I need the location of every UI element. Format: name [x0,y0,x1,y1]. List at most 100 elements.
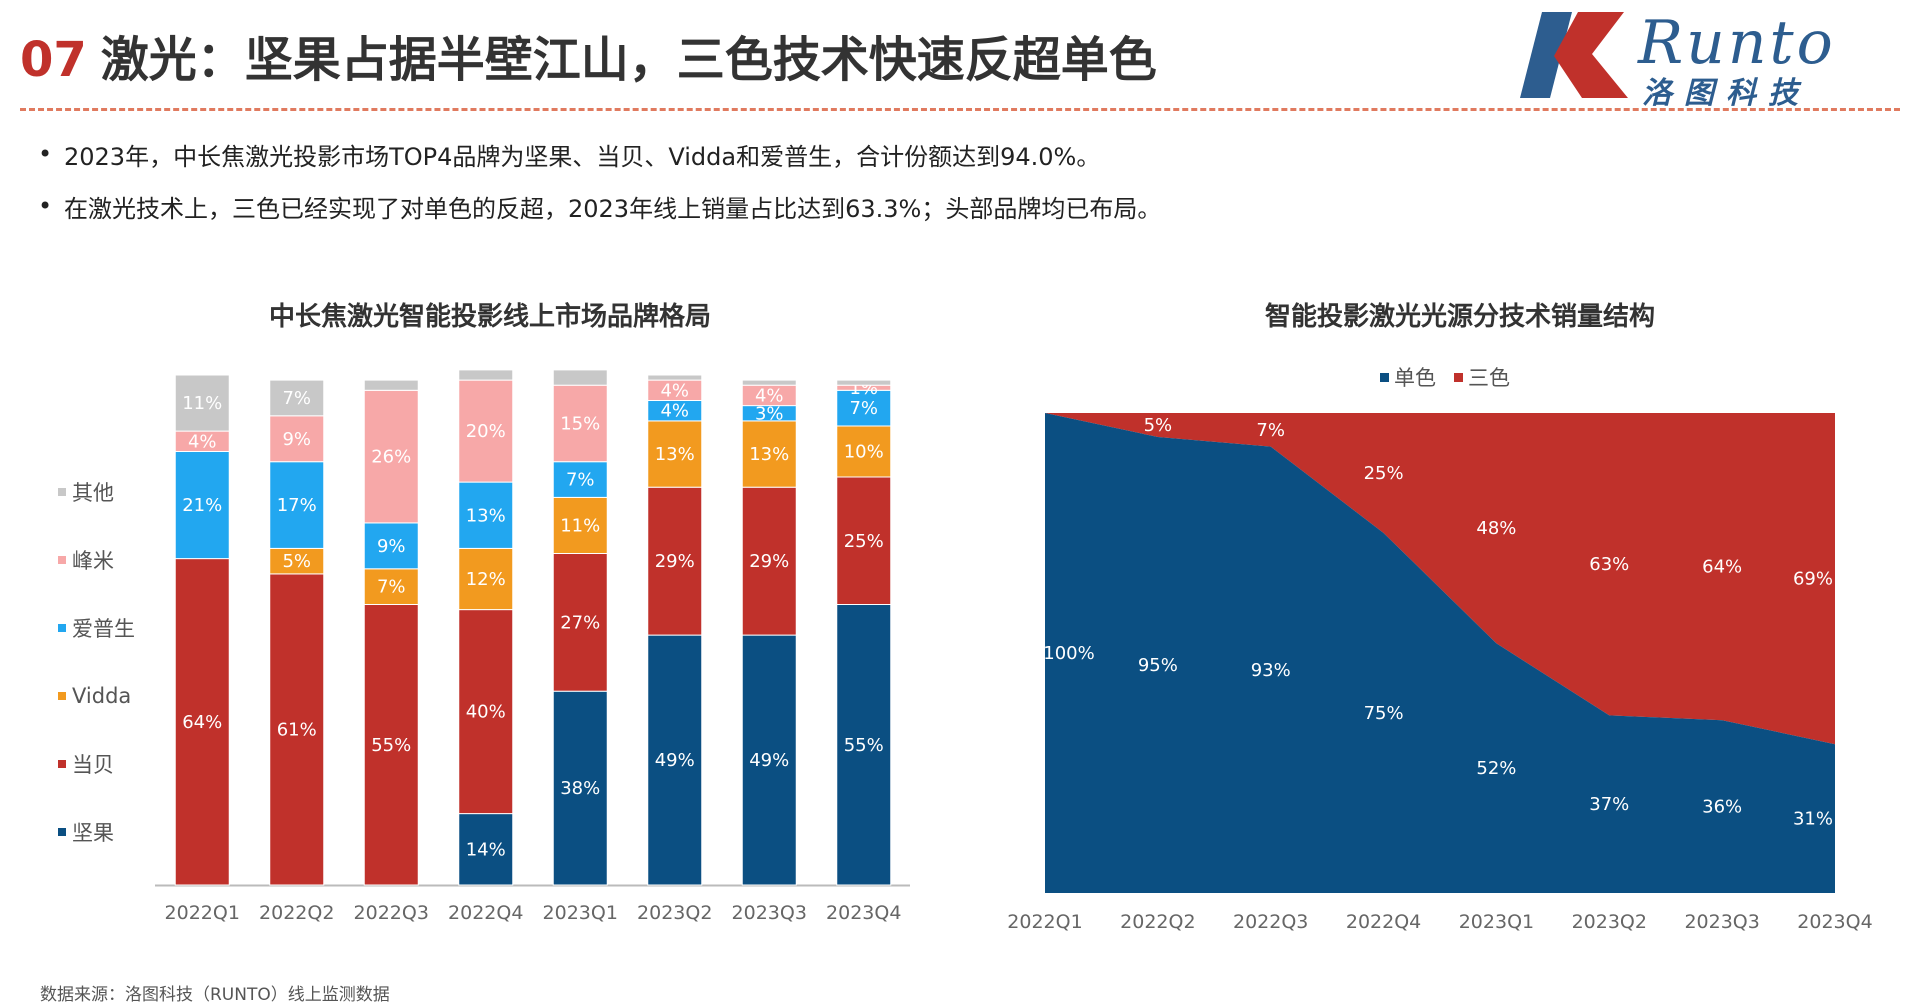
data-label: 55% [844,735,884,756]
data-label: 10% [844,442,884,463]
bar-segment [741,634,797,886]
bullet-item: • 在激光技术上，三色已经实现了对单色的反超，2023年线上销量占比达到63.3%… [38,180,1161,232]
data-label: 49% [749,750,789,771]
legend-label: 坚果 [72,821,114,845]
legend-swatch [58,828,66,836]
data-label: 31% [1793,809,1833,830]
legend-swatch [58,556,66,564]
bar-segment [174,451,230,560]
legend-label: 单色 [1394,366,1436,390]
logo-wordmark: Runto [1638,8,1836,78]
data-label: 37% [1589,794,1629,815]
x-tick-label: 2023Q2 [1572,911,1647,933]
data-label: 29% [655,551,695,572]
data-label: 29% [749,551,789,572]
x-tick-label: 2022Q3 [1233,911,1308,933]
bar-segment [174,374,230,432]
bar-segment [552,384,608,463]
legend-item-mono: 单色 [1380,362,1436,392]
data-label: 21% [182,495,222,516]
bar-segment [552,496,608,554]
bar-segment [458,547,514,611]
runto-logo: Runto 洛图科技 [1520,8,1910,111]
x-tick-label: 2023Q3 [1684,911,1759,933]
bar-segment [458,813,514,886]
bar-segment [836,604,892,886]
bullet-list: • 2023年，中长焦激光投影市场TOP4品牌为坚果、当贝、Vidda和爱普生，合… [38,128,1161,232]
data-label: 7% [849,398,878,419]
bar-segment [552,690,608,886]
bar-segment [552,461,608,498]
logo-subtext: 洛图科技 [1642,76,1810,111]
bar-segment [458,379,514,483]
bar-segment [269,379,325,417]
bar-segment [458,609,514,815]
bullet-dot-icon: • [38,192,53,220]
data-label: 36% [1702,797,1742,818]
left-chart-legend: 其他 峰米 爱普生 Vidda 当贝 坚果 [58,458,135,866]
bar-segment [647,634,703,886]
data-label: 12% [466,569,506,590]
x-tick-label: 2022Q1 [165,902,240,924]
x-tick-label: 2023Q3 [732,902,807,924]
data-label: 7% [377,577,406,598]
left-stacked-bar-chart: 64% 21% 4% 11% 2022Q1 61% 5% 17% 9% 7% 2022Q2 55% 7%… [155,369,910,924]
bar-segment [647,374,703,381]
bar-segment [174,558,230,886]
data-label: 52% [1476,758,1516,779]
bar-segment [552,553,608,692]
data-label: 13% [466,505,506,526]
legend-swatch [1380,372,1389,382]
x-tick-label: 2023Q2 [637,902,712,924]
data-label: 26% [371,447,411,468]
bullet-item: • 2023年，中长焦激光投影市场TOP4品牌为坚果、当贝、Vidda和爱普生，合… [38,128,1161,180]
data-label: 5% [282,551,311,572]
bar-segment [741,420,797,488]
data-label: 61% [277,719,317,740]
legend-swatch [58,760,66,768]
bar-segment [363,389,419,524]
header-divider [20,108,1900,111]
data-label: 40% [466,702,506,723]
bar-segment [269,461,325,549]
bar-segment [647,420,703,488]
data-label: 4% [755,385,784,406]
data-label: 13% [655,444,695,465]
bar-segment [363,604,419,886]
legend-item-vidda: Vidda [58,662,135,730]
legend-item-epson: 爱普生 [58,594,135,662]
legend-label: 其他 [72,481,114,505]
data-label: 11% [560,515,600,536]
data-source-note: 数据来源：洛图科技（RUNTO）线上监测数据 [40,985,390,1005]
area-tri-series [1045,413,1835,745]
bar-segment [363,568,419,606]
right-chart-title: 智能投影激光光源分技术销量结构 [1264,302,1655,332]
data-label: 38% [560,778,600,799]
bar-segment [552,369,608,386]
bullet-text: 2023年，中长焦激光投影市场TOP4品牌为坚果、当贝、Vidda和爱普生，合计… [64,142,1101,171]
bar-segment [363,379,419,391]
data-label: 95% [1138,655,1178,676]
bar-segment [836,425,892,478]
data-label: 100% [1043,643,1094,664]
legend-label: 三色 [1468,366,1510,390]
x-tick-label: 2022Q1 [1007,911,1082,933]
data-label: 3% [755,403,784,424]
legend-swatch [58,624,66,632]
legend-item-fengmi: 峰米 [58,526,135,594]
x-tick-label: 2022Q3 [354,902,429,924]
data-label: 20% [466,421,506,442]
x-tick-label: 2022Q4 [448,902,523,924]
data-label: 64% [182,712,222,733]
title-number: 07 [20,32,87,88]
left-chart-title: 中长焦激光智能投影线上市场品牌格局 [268,302,711,332]
bar-segment [741,379,797,386]
slide-header: 07 激光：坚果占据半壁江山，三色技术快速反超单色 Runto 洛图科技 [0,0,1920,111]
data-label: 63% [1589,554,1629,575]
bar-segment [836,389,892,427]
right-stacked-area-chart: 100% 2022Q1 95% 5% 2022Q2 93% 7% 2022Q3 75% 25% 20… [1007,413,1873,933]
x-tick-label: 2022Q4 [1346,911,1421,933]
legend-swatch [58,488,66,496]
data-label: 15% [560,413,600,434]
bullet-dot-icon: • [38,140,53,168]
